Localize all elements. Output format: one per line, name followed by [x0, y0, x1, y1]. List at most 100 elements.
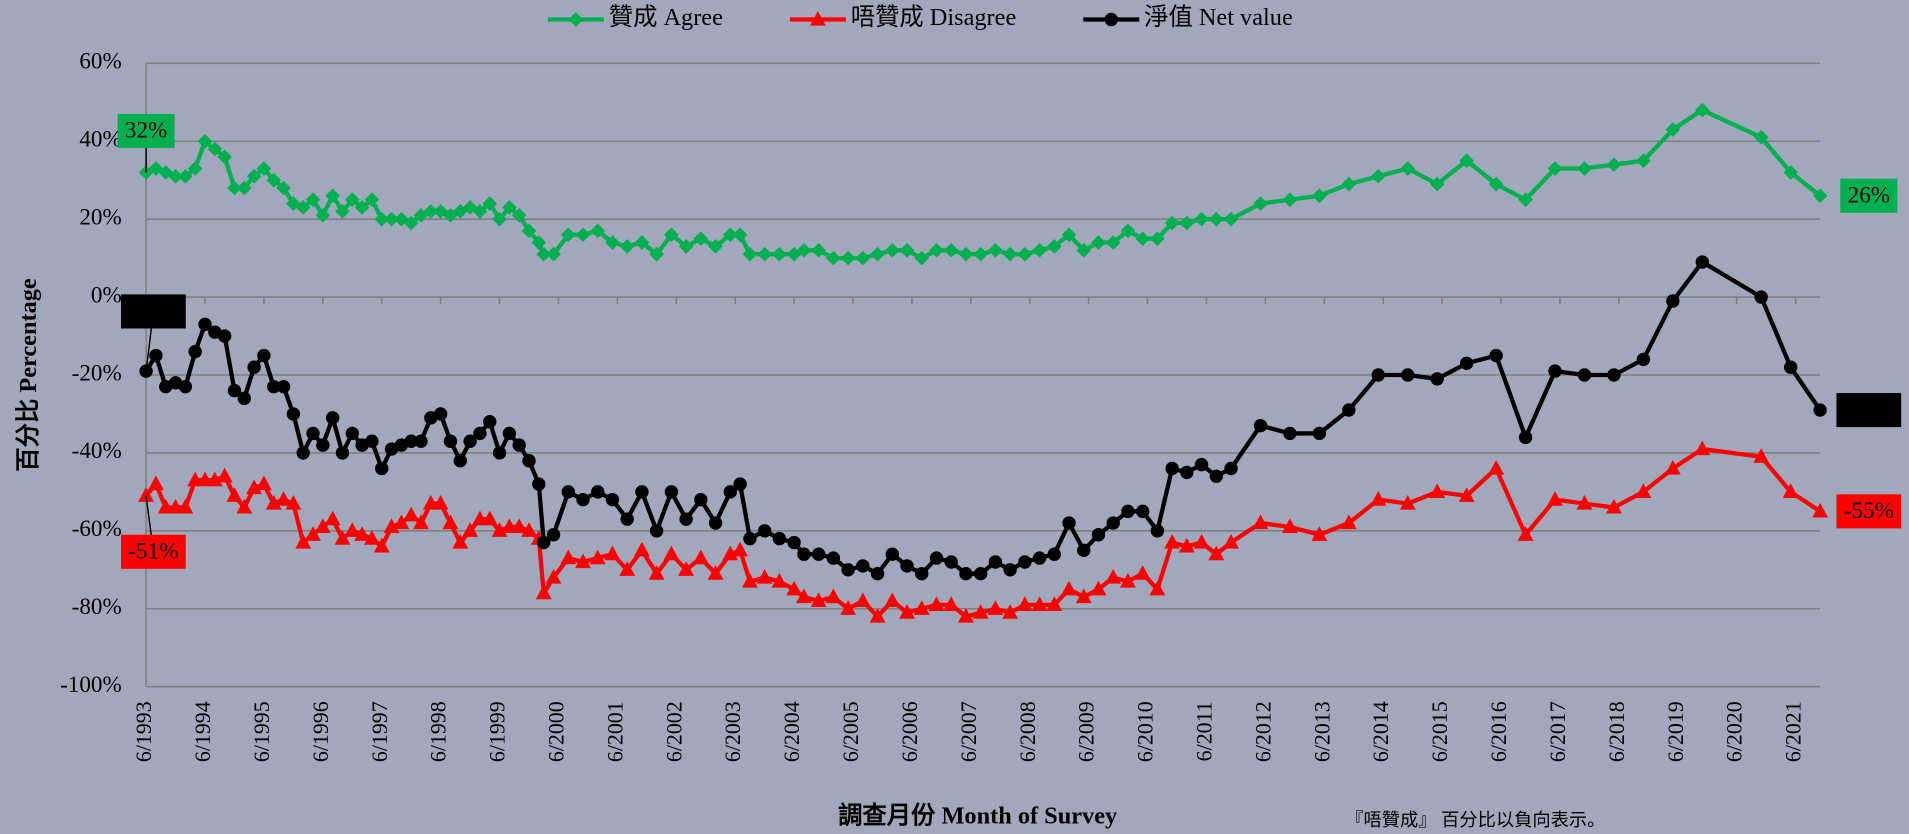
marker: [1665, 122, 1681, 137]
marker: [545, 569, 562, 584]
marker: [383, 518, 400, 534]
marker: [1577, 368, 1592, 382]
marker: [1018, 555, 1032, 569]
marker: [1031, 596, 1048, 611]
marker: [1061, 580, 1077, 596]
marker: [1547, 491, 1563, 506]
y-tick-label: 40%: [79, 127, 121, 153]
marker: [742, 572, 758, 588]
marker: [722, 227, 738, 243]
marker: [453, 454, 467, 468]
marker: [972, 604, 989, 619]
y-tick-label: -20%: [72, 360, 122, 386]
marker: [1164, 533, 1181, 549]
marker: [870, 566, 885, 581]
marker: [1253, 196, 1268, 211]
x-tick-label: 6/2001: [602, 701, 627, 762]
marker: [1003, 563, 1017, 577]
marker: [1209, 469, 1223, 483]
marker: [899, 243, 915, 258]
marker: [959, 566, 973, 581]
marker: [1577, 161, 1592, 176]
marker: [723, 485, 737, 499]
marker: [236, 498, 253, 514]
marker: [1340, 514, 1357, 530]
x-tick-label: 6/2018: [1604, 701, 1629, 762]
x-tick-label: 6/2002: [661, 701, 686, 762]
marker: [217, 329, 232, 343]
marker: [693, 231, 709, 246]
marker: [1606, 498, 1622, 514]
marker: [575, 553, 591, 569]
marker: [442, 514, 459, 530]
marker: [604, 545, 621, 561]
marker: [463, 434, 477, 448]
marker: [335, 204, 350, 219]
marker: [492, 446, 507, 460]
x-tick-label: 6/2021: [1781, 701, 1806, 762]
marker: [512, 438, 526, 452]
marker: [1342, 403, 1356, 417]
data-label-box: [1836, 393, 1902, 428]
marker: [178, 379, 193, 394]
legend-label: 淨值 Net value: [1144, 4, 1293, 31]
x-tick-label: 6/2012: [1250, 701, 1275, 762]
marker: [810, 592, 827, 608]
marker: [973, 566, 988, 581]
data-label: 26%: [1848, 182, 1890, 208]
marker: [502, 426, 517, 441]
marker: [295, 533, 312, 549]
marker: [568, 12, 584, 27]
marker: [1208, 211, 1224, 227]
marker: [840, 250, 856, 266]
marker: [663, 545, 680, 561]
marker: [1193, 533, 1210, 549]
marker: [943, 243, 959, 258]
marker: [1224, 461, 1238, 476]
marker: [1179, 215, 1195, 231]
marker: [1105, 569, 1122, 584]
marker: [1753, 448, 1770, 463]
marker: [884, 592, 901, 608]
marker: [561, 485, 575, 499]
marker: [188, 344, 202, 359]
marker: [432, 495, 449, 510]
x-tick-label: 6/2016: [1486, 701, 1511, 762]
y-tick-label: -100%: [60, 672, 122, 698]
y-axis-title: 百分比 Percentage: [15, 278, 42, 472]
marker: [246, 169, 262, 184]
marker: [826, 250, 841, 266]
marker: [373, 537, 390, 553]
marker: [177, 498, 194, 514]
marker: [679, 512, 693, 526]
marker: [771, 572, 788, 588]
marker: [1458, 487, 1475, 502]
marker: [664, 485, 679, 499]
marker: [1401, 368, 1415, 382]
marker: [733, 477, 747, 491]
marker: [1047, 547, 1061, 561]
marker: [473, 426, 487, 441]
marker: [314, 518, 331, 534]
marker: [1180, 465, 1194, 480]
marker: [413, 514, 429, 530]
marker: [256, 475, 272, 491]
marker: [929, 551, 944, 565]
marker: [1488, 176, 1504, 192]
marker: [1061, 227, 1077, 243]
marker: [1075, 588, 1092, 604]
marker: [1430, 372, 1444, 386]
marker: [1429, 483, 1446, 498]
marker: [1606, 157, 1622, 172]
marker: [576, 492, 590, 507]
marker: [217, 149, 232, 165]
marker: [1017, 246, 1033, 262]
marker: [1208, 545, 1225, 561]
data-label-box: [117, 113, 175, 149]
marker: [1016, 596, 1033, 611]
x-tick-label: 6/2005: [838, 701, 863, 762]
marker: [634, 541, 650, 557]
marker: [305, 526, 321, 541]
marker: [482, 196, 498, 211]
